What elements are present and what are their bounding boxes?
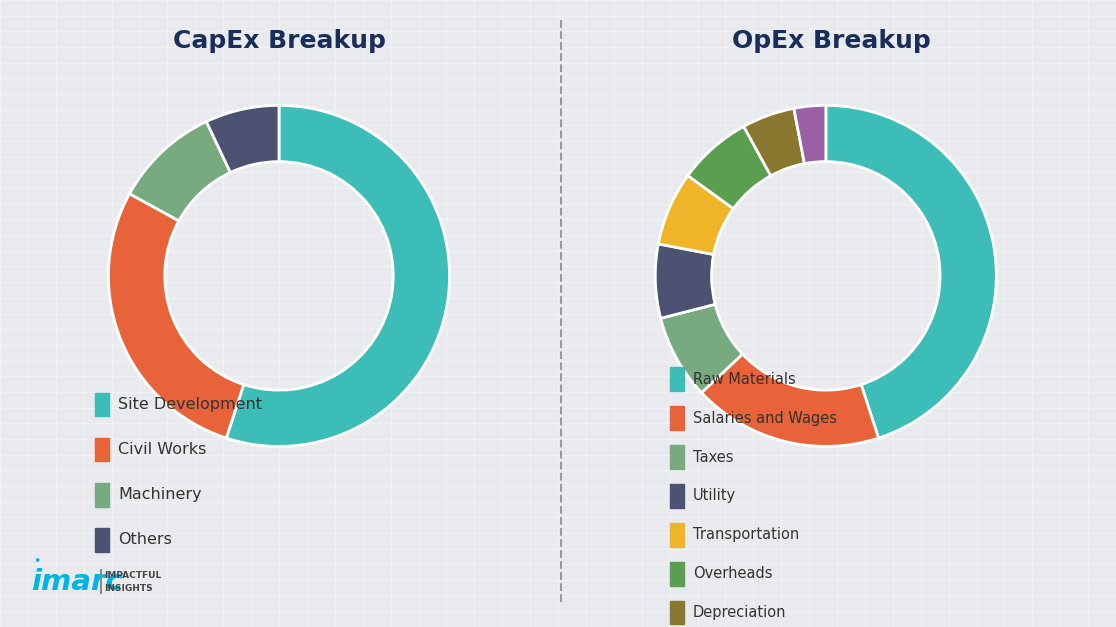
Text: imarc: imarc — [31, 568, 123, 596]
Wedge shape — [227, 105, 450, 446]
Wedge shape — [658, 176, 733, 255]
Text: Taxes: Taxes — [693, 450, 733, 465]
Text: Transportation: Transportation — [693, 527, 799, 542]
Text: Salaries and Wages: Salaries and Wages — [693, 411, 837, 426]
Text: |: | — [97, 569, 105, 594]
Text: INSIGHTS: INSIGHTS — [104, 584, 153, 593]
Wedge shape — [655, 244, 715, 319]
Wedge shape — [793, 105, 826, 164]
Text: Overheads: Overheads — [693, 566, 772, 581]
Text: •: • — [33, 555, 40, 567]
Text: Depreciation: Depreciation — [693, 605, 787, 620]
Text: Civil Works: Civil Works — [118, 442, 206, 457]
Wedge shape — [206, 105, 279, 172]
Text: Others: Others — [118, 532, 172, 547]
Text: OpEx Breakup: OpEx Breakup — [732, 29, 931, 53]
Wedge shape — [661, 304, 742, 393]
Wedge shape — [826, 105, 997, 438]
Wedge shape — [743, 108, 805, 176]
Text: Site Development: Site Development — [118, 397, 262, 412]
Wedge shape — [702, 354, 878, 446]
Wedge shape — [687, 127, 771, 209]
Text: Raw Materials: Raw Materials — [693, 372, 796, 387]
Wedge shape — [129, 122, 230, 221]
Text: Machinery: Machinery — [118, 487, 202, 502]
Text: CapEx Breakup: CapEx Breakup — [173, 29, 385, 53]
Wedge shape — [108, 194, 243, 438]
Text: IMPACTFUL: IMPACTFUL — [104, 571, 161, 580]
Text: Utility: Utility — [693, 488, 737, 503]
